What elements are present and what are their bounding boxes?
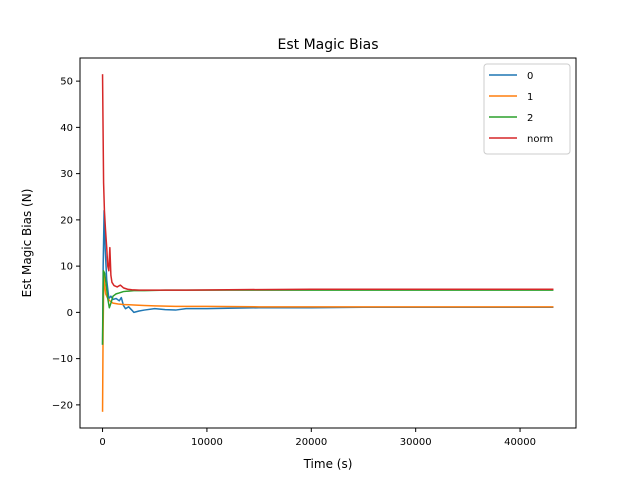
x-tick-label: 20000 [295, 437, 327, 448]
x-tick-label: 30000 [400, 437, 432, 448]
x-tick-label: 40000 [504, 437, 536, 448]
series-line-norm [101, 74, 554, 291]
chart-title: Est Magic Bias [277, 37, 378, 53]
series-line-1 [101, 274, 554, 412]
y-tick-label: −10 [52, 354, 73, 365]
legend-label-norm: norm [527, 134, 553, 145]
x-tick-label: 10000 [191, 437, 223, 448]
y-tick-label: 50 [60, 77, 73, 88]
x-axis-ticks: 0 10000 20000 30000 40000 [99, 428, 536, 448]
x-tick-label: 0 [99, 437, 105, 448]
legend: 0 1 2 norm [483, 63, 571, 155]
plot-frame [79, 57, 577, 429]
y-tick-label: 10 [60, 262, 73, 273]
legend-label-0: 0 [527, 71, 533, 82]
legend-label-1: 1 [527, 92, 533, 103]
y-axis-ticks: −20 −10 0 10 20 30 40 50 [52, 77, 80, 411]
x-axis-label: Time (s) [303, 457, 353, 471]
legend-label-2: 2 [527, 113, 533, 124]
y-tick-label: 0 [67, 308, 73, 319]
series-layer [101, 74, 554, 412]
y-tick-label: −20 [52, 400, 73, 411]
legend-box [483, 63, 571, 155]
y-tick-label: 30 [60, 169, 73, 180]
y-axis-label: Est Magic Bias (N) [20, 189, 34, 298]
series-line-0 [101, 209, 554, 345]
y-tick-label: 20 [60, 215, 73, 226]
y-tick-label: 40 [60, 123, 73, 134]
